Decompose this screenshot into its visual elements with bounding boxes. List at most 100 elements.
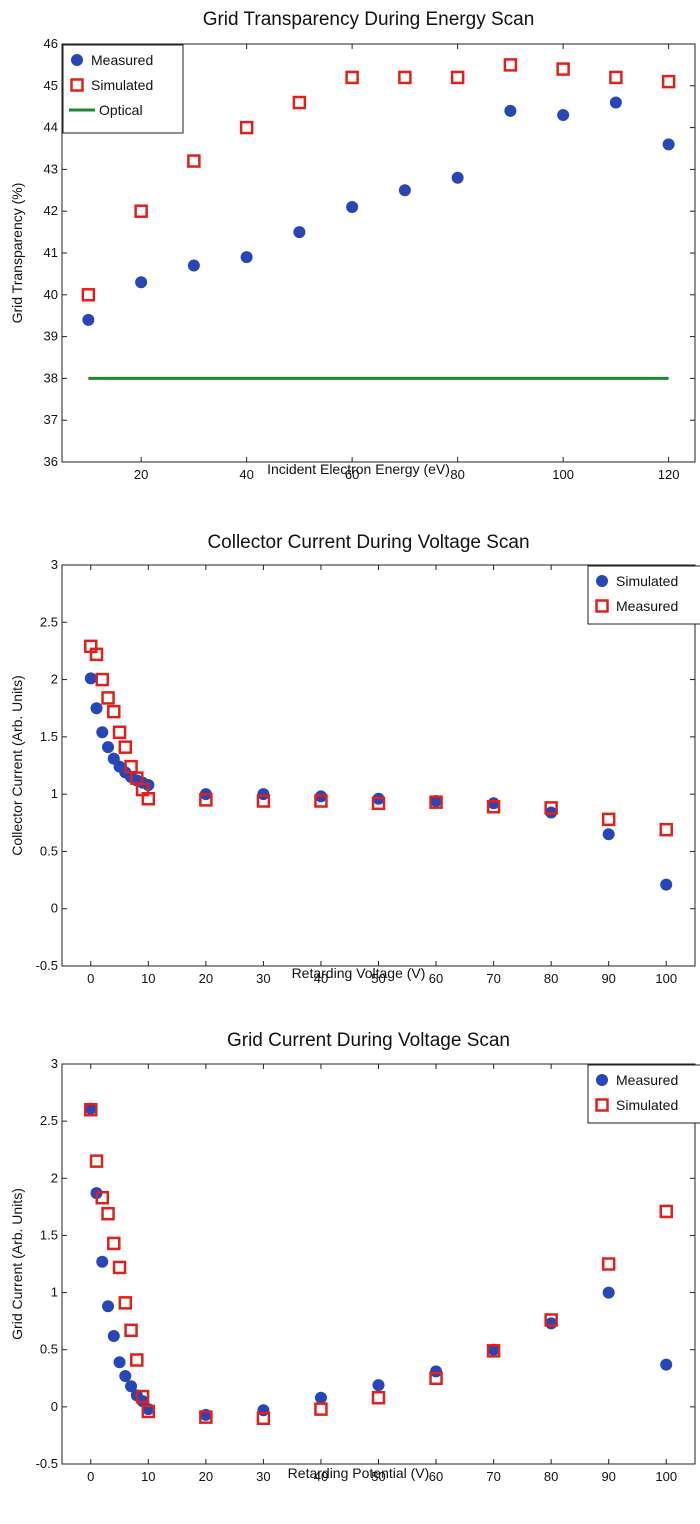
- legend-label-measured: Measured: [616, 1072, 678, 1088]
- y-tick-label: 44: [44, 120, 58, 135]
- data-point-measured: [504, 104, 517, 117]
- x-axis-label: Retarding Voltage (V): [292, 965, 426, 981]
- x-tick-label: 60: [429, 1469, 443, 1484]
- data-point-measured: [113, 1356, 126, 1369]
- data-point-simulated: [256, 1411, 271, 1426]
- data-point-measured: [119, 1370, 132, 1382]
- legend-marker-measured: [596, 1074, 608, 1086]
- x-tick-label: 80: [544, 971, 558, 986]
- data-point-measured: [256, 794, 271, 808]
- data-point-simulated: [450, 70, 465, 85]
- data-point-simulated: [135, 1389, 150, 1404]
- series-measured: [84, 639, 673, 837]
- x-tick-label: 0: [87, 971, 94, 986]
- legend-label-simulated: Simulated: [91, 77, 153, 93]
- data-point-simulated: [544, 1313, 558, 1327]
- data-point-measured: [601, 812, 616, 827]
- chart-panel-3: -0.500.511.522.530 10 20 30 40 50 60 70 80 90 100G…: [9, 1030, 700, 1484]
- legend-box: [587, 565, 700, 625]
- data-point-simulated: [398, 70, 412, 85]
- y-tick-label: 3: [51, 1056, 58, 1071]
- data-point-measured: [199, 793, 213, 807]
- data-point-simulated: [345, 70, 359, 85]
- y-tick-label: 38: [44, 370, 58, 385]
- x-tick-label: 50: [371, 971, 385, 986]
- x-tick-label: 30: [256, 971, 270, 986]
- y-tick-label: 45: [44, 78, 58, 93]
- data-point-simulated: [95, 1190, 110, 1205]
- data-point-measured: [557, 109, 570, 122]
- data-point-measured: [107, 1330, 120, 1342]
- data-point-measured: [125, 1380, 138, 1393]
- legend-label-simulated: Simulated: [616, 1097, 678, 1113]
- data-point-measured: [82, 313, 95, 326]
- data-point-measured: [487, 1343, 500, 1356]
- y-axis-label: Collector Current (Arb. Units): [9, 675, 25, 856]
- data-point-measured: [240, 251, 253, 264]
- y-tick-label: 40: [44, 287, 58, 302]
- y-tick-label: 3: [51, 557, 58, 572]
- data-point-simulated: [503, 58, 518, 72]
- data-point-simulated: [84, 672, 97, 685]
- data-point-simulated: [601, 1257, 616, 1271]
- legend: Measured Simulated: [587, 1064, 700, 1124]
- x-tick-label: 20: [134, 467, 148, 482]
- x-tick-label: 10: [141, 971, 155, 986]
- data-point-measured: [659, 822, 673, 837]
- data-point-simulated: [371, 1390, 386, 1405]
- y-tick-label: 1.5: [40, 729, 58, 744]
- data-point-measured: [660, 1358, 673, 1371]
- data-point-measured: [107, 704, 121, 719]
- x-tick-label: 120: [658, 467, 680, 482]
- y-tick-label: 0: [51, 901, 58, 916]
- x-tick-label: 100: [655, 971, 677, 986]
- data-point-measured: [118, 740, 133, 754]
- x-tick-label: 60: [429, 971, 443, 986]
- data-point-simulated: [661, 74, 676, 89]
- x-tick-label: 90: [601, 971, 615, 986]
- x-tick-label: 80: [544, 1469, 558, 1484]
- data-point-measured: [662, 138, 675, 151]
- legend-label-measured: Measured: [616, 598, 678, 614]
- series-simulated: [84, 672, 673, 891]
- y-tick-label: 0.5: [40, 1342, 58, 1357]
- data-point-simulated: [602, 828, 615, 841]
- data-point-measured: [95, 672, 110, 687]
- x-tick-label: 40: [239, 467, 253, 482]
- legend: Simulated Measured: [587, 565, 700, 625]
- data-point-simulated: [107, 1236, 121, 1251]
- legend: Measured Simulated Optical: [62, 44, 184, 134]
- y-tick-label: 42: [44, 203, 58, 218]
- data-point-measured: [451, 171, 464, 184]
- y-tick-label: 37: [44, 412, 58, 427]
- data-point-measured: [486, 799, 501, 814]
- y-tick-label: -0.5: [36, 1456, 58, 1471]
- y-tick-label: 46: [44, 36, 58, 51]
- data-point-simulated: [292, 95, 307, 110]
- chart-title: Grid Current During Voltage Scan: [227, 1030, 510, 1051]
- data-point-measured: [544, 801, 558, 815]
- series-simulated: [81, 58, 676, 302]
- legend-marker-simulated: [595, 1098, 609, 1112]
- data-point-simulated: [90, 702, 103, 715]
- y-axis-label: Grid Current (Arb. Units): [9, 1188, 25, 1340]
- x-tick-label: 90: [601, 1469, 615, 1484]
- series-measured: [82, 96, 675, 326]
- data-point-simulated: [487, 797, 500, 810]
- chart-panel-1: 36 37 38 39 40 41 42 43 44 45 46 20 40 60 80 100 120 Grid…: [9, 9, 696, 482]
- data-point-simulated: [659, 1204, 673, 1219]
- data-point-simulated: [130, 1353, 144, 1367]
- data-point-simulated: [660, 878, 673, 891]
- chart-panel-2: -0.500.511.522.530 10 20 30 40 50 60 70 80 90 100C…: [9, 532, 700, 986]
- x-tick-label: 40: [314, 971, 328, 986]
- data-point-measured: [135, 276, 148, 289]
- data-point-measured: [430, 1365, 443, 1378]
- x-axis-label: Incident Electron Energy (eV): [267, 461, 450, 477]
- data-point-simulated: [118, 1296, 133, 1310]
- data-point-measured: [314, 794, 328, 808]
- data-point-simulated: [81, 288, 96, 302]
- y-tick-label: 2.5: [40, 1113, 58, 1128]
- data-point-measured: [187, 259, 200, 272]
- x-tick-label: 50: [371, 1469, 385, 1484]
